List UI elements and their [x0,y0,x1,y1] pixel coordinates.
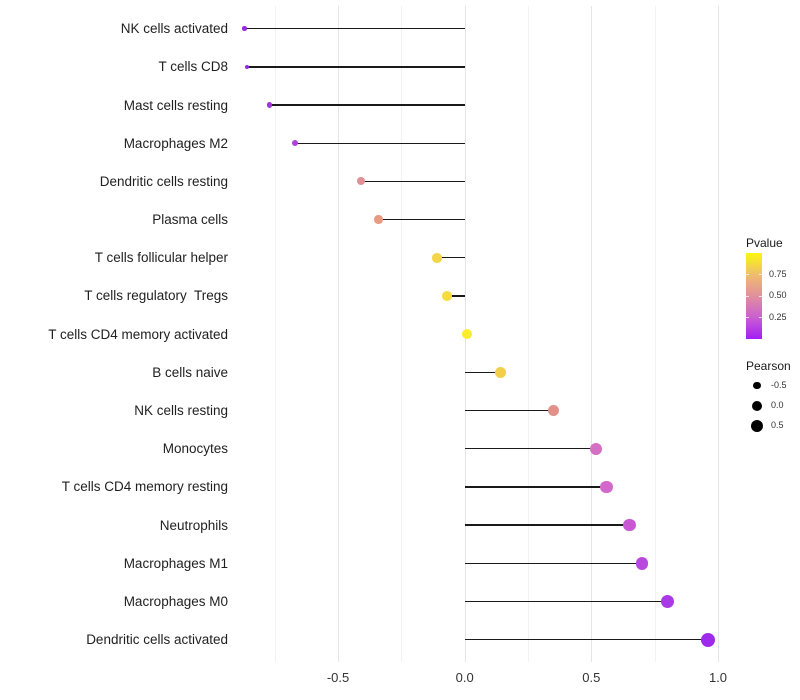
y-axis-label: T cells follicular helper [94,250,228,266]
lollipop-dot [700,632,715,647]
lollipop-stem [244,28,465,30]
gridline-minor [528,6,530,662]
y-axis-label: Plasma cells [152,212,228,228]
lollipop-stem [436,257,465,259]
lollipop-dot [660,594,675,609]
lollipop-dot [266,102,273,108]
pearson-size-dot [753,381,761,390]
x-axis-tick-label: 0.5 [582,670,601,685]
y-axis-label: Macrophages M2 [123,135,228,151]
gridline-minor [654,6,656,662]
pvalue-tick-mark [759,317,762,318]
y-axis-label: NK cells activated [120,21,228,37]
lollipop-stem [269,104,465,106]
pearson-size-label: 0.0 [771,400,784,410]
pearson-size-label: -0.5 [771,380,787,390]
lollipop-dot [442,291,452,301]
lollipop-stem [464,409,554,412]
pvalue-tick-label: 0.25 [769,311,787,322]
lollipop-dot [600,480,613,493]
pearson-size-label: 0.5 [771,420,784,430]
gridline-major [338,6,340,662]
pearson-size-dot [751,419,763,432]
lollipop-stem [246,66,465,68]
lollipop-stem [464,638,708,641]
y-axis-label: Macrophages M0 [123,593,228,609]
pvalue-tick-mark [759,274,762,275]
lollipop-stem [378,218,465,221]
y-axis-label: T cells CD4 memory activated [48,326,228,342]
x-axis-tick-label: -0.5 [326,670,350,685]
pvalue-tick-label: 0.50 [769,290,787,300]
gridline-major [718,6,719,662]
y-axis-label: Dendritic cells resting [99,173,228,189]
lollipop-dot [374,215,383,224]
lollipop-stem [464,448,597,450]
lollipop-stem [446,295,465,297]
y-axis-label: T cells CD8 [158,59,228,75]
lollipop-stem [464,524,630,526]
lollipop-dot [291,140,299,147]
pearson-size-dot [752,400,762,411]
y-axis-label: Mast cells resting [123,97,228,113]
y-axis-label: Dendritic cells activated [86,632,228,648]
lollipop-dot [623,518,636,532]
lollipop-stem [360,180,465,183]
lollipop-dot [494,366,506,378]
y-axis-label: NK cells resting [134,403,228,418]
lollipop-stem [294,142,465,144]
lollipop-dot [590,442,603,455]
y-axis-label: T cells CD4 memory resting [61,479,228,495]
x-axis-tick-label: 0.0 [455,670,474,685]
lollipop-stem [464,486,607,488]
gridline-minor [274,6,276,662]
gridline-minor [401,6,403,662]
lollipop-dot [547,404,560,417]
pvalue-legend-title: Pvalue [746,236,783,250]
gridline-major [591,6,593,662]
pvalue-tick-mark [746,295,749,297]
pearson-legend-title: Pearson [746,359,791,373]
pvalue-tick-mark [746,317,749,318]
pvalue-tick-mark [759,295,762,297]
lollipop-stem [464,562,642,564]
lollipop-dot [432,252,442,263]
lollipop-stem [464,600,668,603]
lollipop-dot [356,177,365,186]
lollipop-dot [244,64,250,70]
pvalue-tick-mark [746,274,749,275]
y-axis-label: B cells naive [152,364,228,380]
x-axis-tick-label: 1.0 [708,670,728,685]
lollipop-dot [635,556,649,570]
pvalue-colorbar [746,253,762,339]
y-axis-label: Macrophages M1 [123,555,228,571]
y-axis-label: Monocytes [162,441,228,457]
pvalue-tick-label: 0.75 [769,268,787,279]
lollipop-dot [462,328,473,340]
y-axis-label: Neutrophils [159,517,228,533]
y-axis-label: T cells regulatory Tregs [84,288,228,304]
lollipop-stem [464,371,501,373]
lollipop-dot [242,26,247,31]
